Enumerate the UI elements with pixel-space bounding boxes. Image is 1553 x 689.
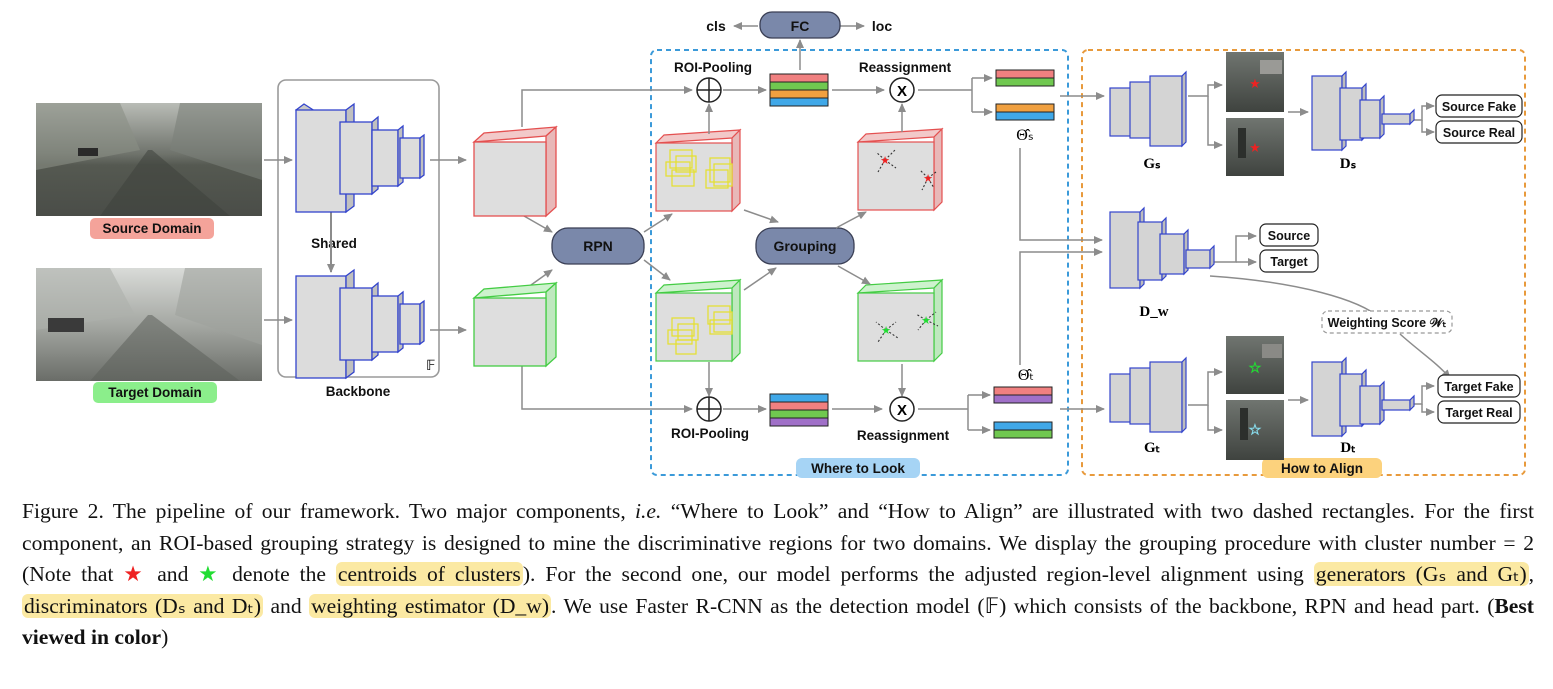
region-thumb-t1: ★ bbox=[1226, 336, 1284, 394]
svg-text:★: ★ bbox=[923, 173, 933, 185]
loc-label: loc bbox=[872, 18, 892, 34]
svg-text:★: ★ bbox=[921, 315, 931, 327]
svg-text:X: X bbox=[897, 402, 907, 419]
discriminator-s bbox=[1311, 70, 1415, 152]
discriminator-t bbox=[1311, 356, 1415, 438]
gen-s-label: Gₛ bbox=[1143, 156, 1161, 172]
target-domain-image bbox=[36, 268, 262, 381]
backbone-layers-target bbox=[295, 268, 425, 380]
output-target: Target bbox=[1259, 249, 1319, 273]
theta-t-features bbox=[993, 386, 1053, 439]
svg-text:★: ★ bbox=[1249, 76, 1261, 91]
roi-pooling-label-top: ROI-Pooling bbox=[674, 60, 752, 75]
reassignment-source: X bbox=[889, 77, 915, 103]
fc-node: FC bbox=[759, 11, 841, 39]
target-domain-label: Target Domain bbox=[93, 382, 217, 403]
rpn-node: RPN bbox=[551, 227, 645, 265]
connectors-left bbox=[264, 86, 693, 413]
region-thumb-t2: ★ bbox=[1226, 400, 1284, 460]
output-source: Source bbox=[1259, 223, 1319, 247]
svg-text:FC: FC bbox=[791, 18, 810, 34]
output-target-real: Target Real bbox=[1437, 400, 1521, 424]
reassignment-label-bottom: Reassignment bbox=[857, 428, 950, 443]
svg-text:★: ★ bbox=[1249, 422, 1261, 437]
pooled-features-source bbox=[769, 73, 829, 107]
source-domain-image bbox=[36, 103, 262, 216]
backbone-layers-source bbox=[294, 102, 425, 214]
svg-text:Source Fake: Source Fake bbox=[1442, 100, 1516, 114]
svg-text:★: ★ bbox=[880, 155, 890, 167]
feature-map-target bbox=[472, 281, 558, 368]
output-source-fake: Source Fake bbox=[1435, 94, 1523, 118]
how-to-align-label: How to Align bbox=[1262, 458, 1382, 478]
svg-text:★: ★ bbox=[881, 325, 891, 337]
theta-t-label: Θ̂ₜ bbox=[1018, 367, 1034, 384]
pooled-features-target bbox=[769, 393, 829, 427]
proposal-map-target bbox=[654, 278, 742, 363]
discriminator-w bbox=[1109, 206, 1215, 290]
svg-text:Target Real: Target Real bbox=[1445, 406, 1512, 420]
svg-text:Target Fake: Target Fake bbox=[1444, 380, 1513, 394]
grouping-node: Grouping bbox=[755, 227, 855, 265]
reassignment-target: X bbox=[889, 396, 915, 422]
svg-text:Source Real: Source Real bbox=[1443, 126, 1515, 140]
pipeline-diagram: Source Domain Target Domain Backbone Sha… bbox=[36, 11, 1526, 478]
svg-text:X: X bbox=[897, 83, 907, 100]
highlight-weighting: weighting estimator (D_w) bbox=[309, 593, 552, 618]
grouped-map-target: ★ ★ bbox=[856, 278, 944, 363]
gen-t-label: Gₜ bbox=[1144, 440, 1160, 456]
highlight-generators: generators (Gₛ and Gₜ) bbox=[1313, 562, 1529, 586]
red-star-icon: ★ bbox=[123, 562, 148, 586]
svg-text:How to Align: How to Align bbox=[1281, 461, 1363, 476]
backbone-box bbox=[277, 79, 440, 378]
cls-label: cls bbox=[706, 18, 726, 34]
backbone-label: Backbone bbox=[326, 384, 391, 399]
grouped-map-source: ★ ★ bbox=[856, 127, 944, 212]
svg-text:Target: Target bbox=[1270, 255, 1308, 269]
reassignment-label-top: Reassignment bbox=[859, 60, 952, 75]
svg-text:★: ★ bbox=[1249, 360, 1261, 375]
region-thumb-s2: ★ bbox=[1226, 118, 1284, 176]
roi-pooling-source bbox=[696, 77, 722, 103]
source-domain-label: Source Domain bbox=[90, 218, 214, 239]
disc-s-label: Dₛ bbox=[1340, 156, 1357, 172]
disc-w-label: D_w bbox=[1139, 304, 1168, 320]
output-source-real: Source Real bbox=[1435, 120, 1523, 144]
svg-text:Grouping: Grouping bbox=[774, 238, 837, 254]
disc-t-label: Dₜ bbox=[1340, 440, 1355, 456]
generator-s bbox=[1109, 70, 1187, 148]
theta-s-label: Θ̂ₛ bbox=[1016, 127, 1034, 144]
svg-text:Where to Look: Where to Look bbox=[811, 461, 905, 476]
shared-label: Shared bbox=[311, 236, 357, 251]
svg-text:Source Domain: Source Domain bbox=[102, 221, 201, 236]
weighting-score-box: Weighting Score 𝒲ₜ bbox=[1321, 310, 1453, 334]
where-to-look-label: Where to Look bbox=[796, 458, 920, 478]
highlight-discriminators: discriminators (Dₛ and Dₜ) bbox=[22, 593, 264, 618]
figure-caption: Figure 2. The pipeline of our framework.… bbox=[22, 499, 1535, 649]
svg-text:Target Domain: Target Domain bbox=[108, 385, 202, 400]
svg-text:Weighting Score 𝒲ₜ: Weighting Score 𝒲ₜ bbox=[1328, 316, 1447, 330]
detector-symbol: 𝔽 bbox=[426, 359, 435, 374]
roi-pooling-target bbox=[696, 396, 722, 422]
roi-pooling-label-bottom: ROI-Pooling bbox=[671, 426, 749, 441]
feature-map-source bbox=[472, 125, 558, 218]
proposal-map-source bbox=[654, 128, 742, 213]
theta-s-features bbox=[995, 69, 1055, 121]
svg-text:★: ★ bbox=[1249, 140, 1261, 155]
green-star-icon: ★ bbox=[198, 562, 223, 586]
svg-text:RPN: RPN bbox=[583, 238, 613, 254]
generator-t bbox=[1109, 356, 1187, 434]
output-target-fake: Target Fake bbox=[1437, 374, 1521, 398]
svg-text:Source: Source bbox=[1268, 229, 1310, 243]
region-thumb-s1: ★ bbox=[1226, 52, 1284, 112]
highlight-centroids: centroids of clusters bbox=[335, 562, 523, 586]
connectors-where bbox=[643, 22, 993, 434]
